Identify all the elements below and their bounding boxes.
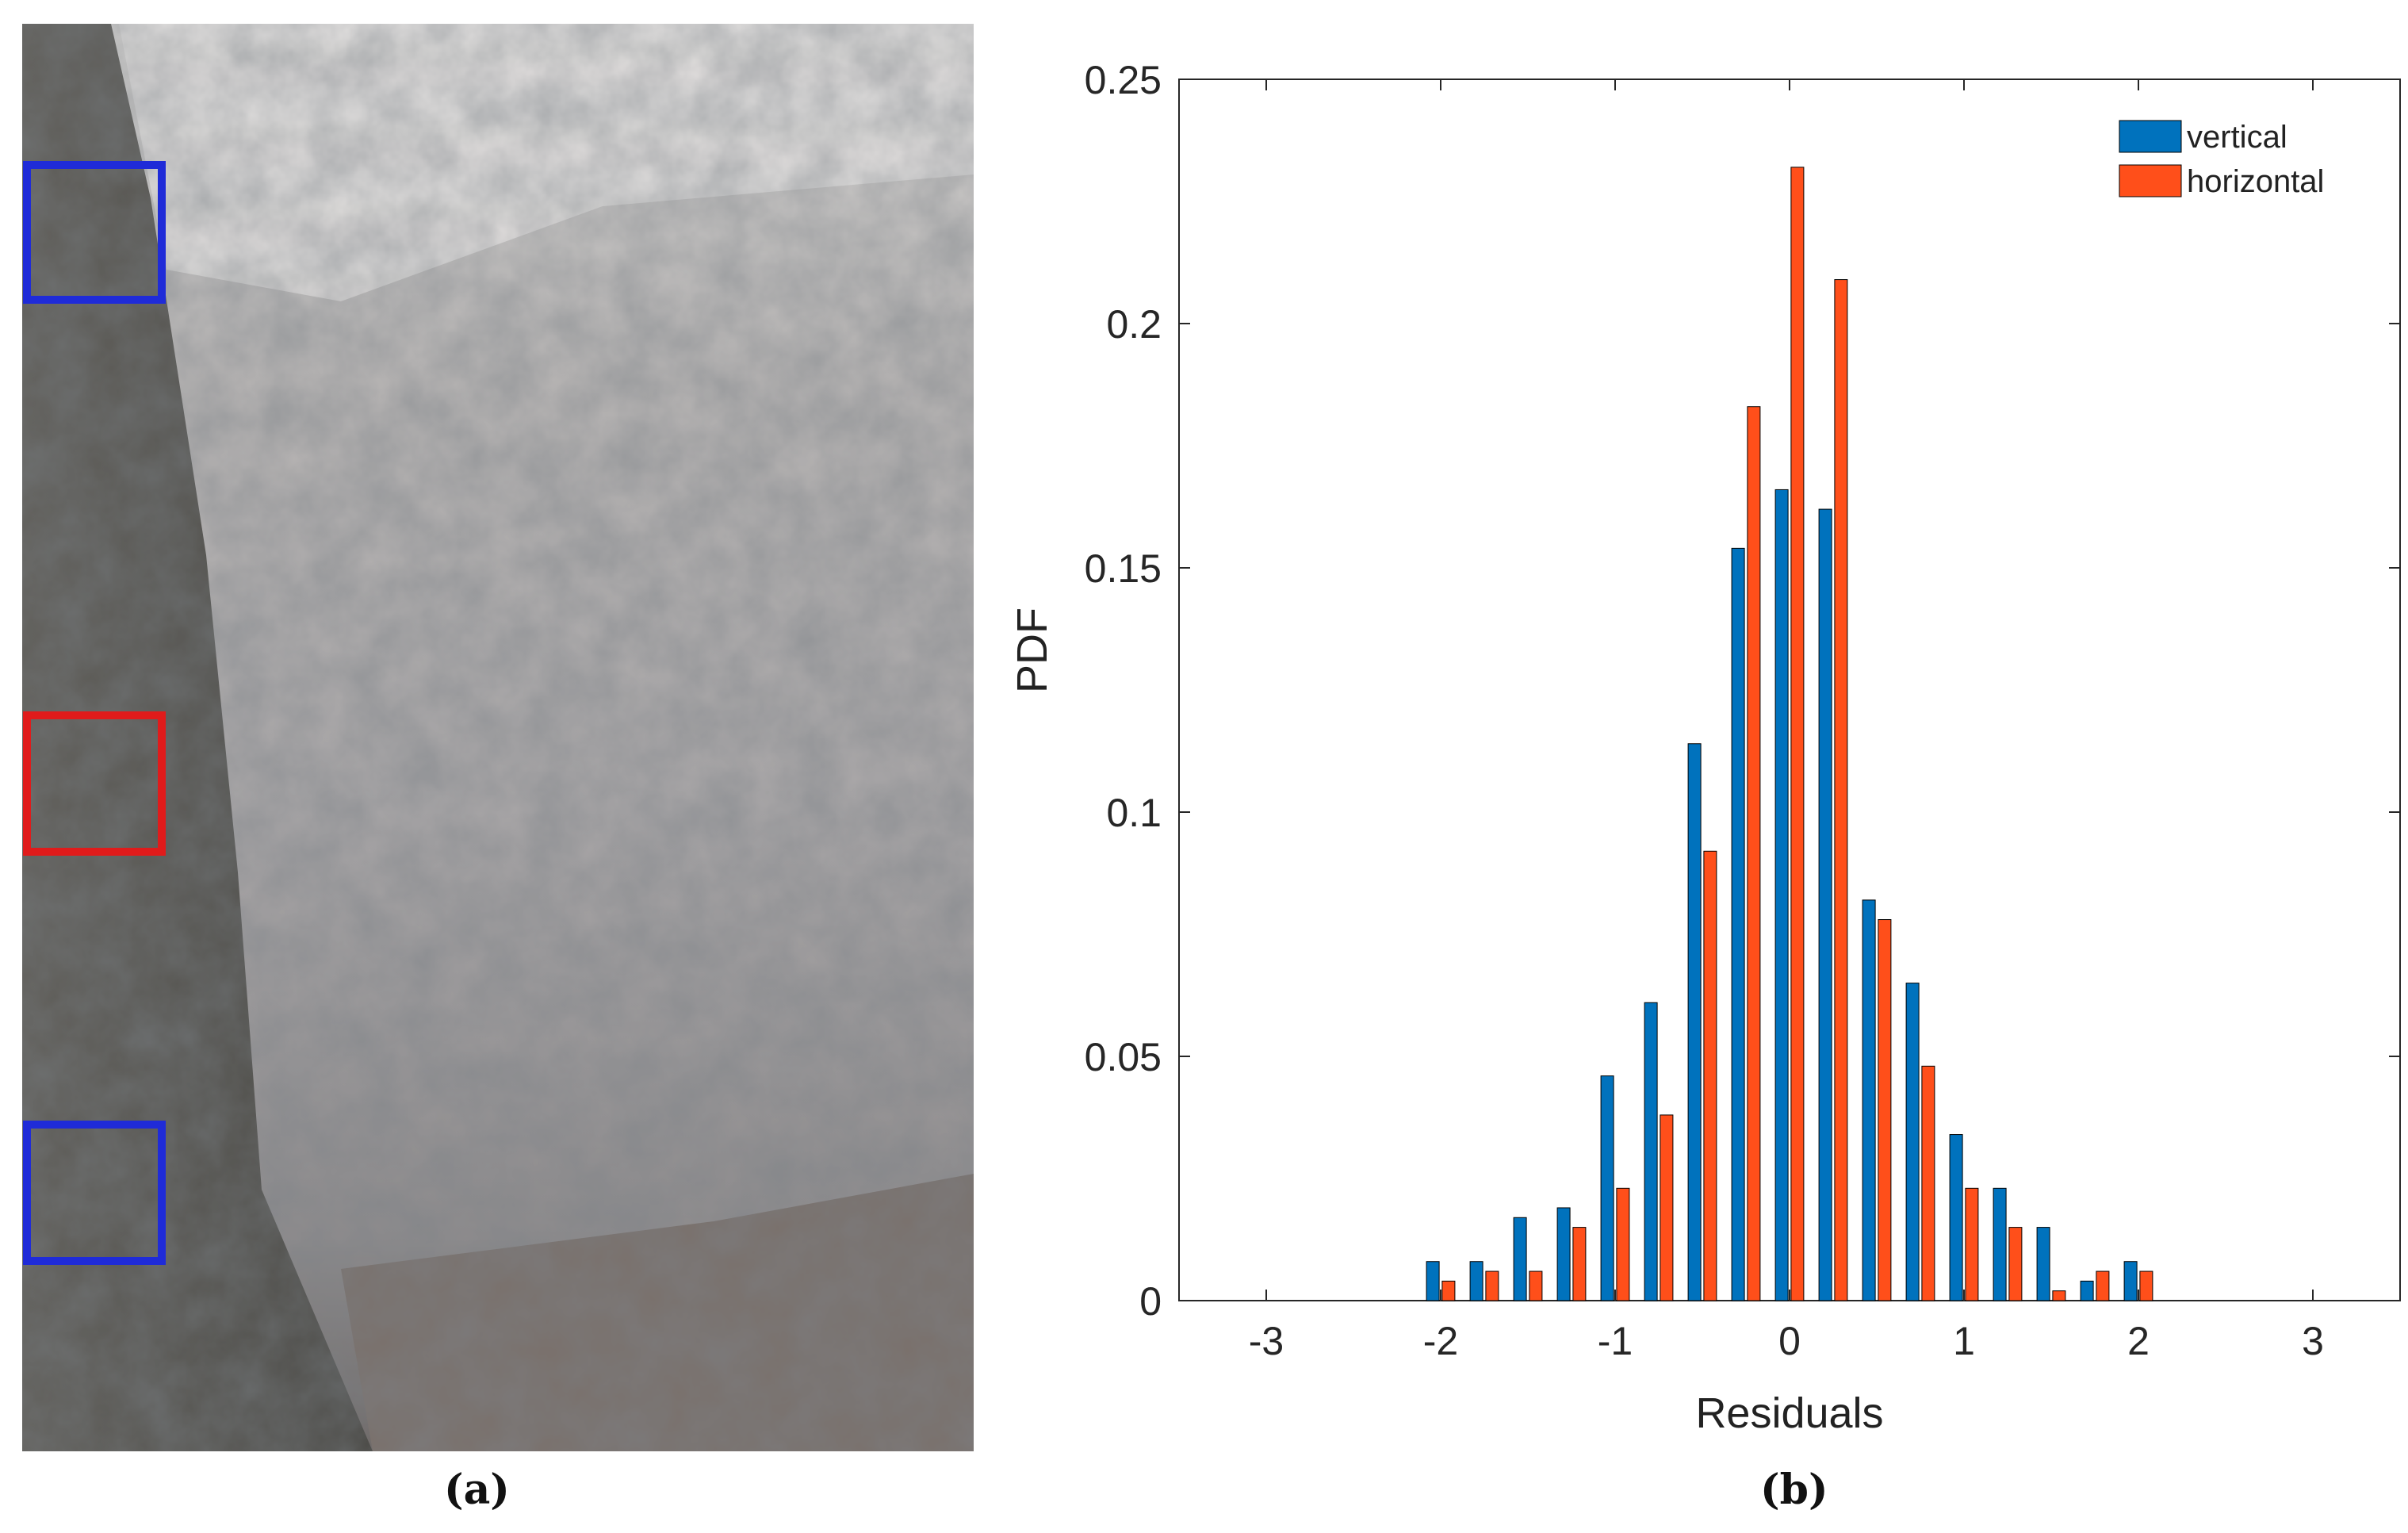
plot-area <box>1178 79 2401 1301</box>
bar-horizontal-9 <box>1834 279 1848 1301</box>
histogram-chart: 0 0.05 0.1 0.15 0.2 0.25 -3 -2 -1 0 1 2 3 PDF Resid… <box>1009 58 2401 1437</box>
bar-horizontal-4 <box>1616 1187 1630 1301</box>
bar-horizontal-11 <box>1921 1065 1935 1301</box>
bar-horizontal-15 <box>2096 1270 2110 1301</box>
y-tick-label: 0.05 <box>1085 1035 1162 1079</box>
y-tick-label: 0 <box>1139 1279 1162 1324</box>
bar-vertical-10 <box>1862 899 1876 1301</box>
photo-texture <box>22 24 974 1451</box>
y-tick-label: 0.2 <box>1106 302 1162 347</box>
x-tick-label: 2 <box>2127 1319 2150 1363</box>
photo-panel <box>0 0 983 1529</box>
bars <box>1426 167 2153 1301</box>
bar-horizontal-1 <box>1485 1270 1499 1301</box>
photo-box-2 <box>23 711 166 856</box>
y-tick-label: 0.15 <box>1085 546 1162 591</box>
bar-horizontal-3 <box>1572 1227 1587 1301</box>
bar-vertical-12 <box>1949 1134 1963 1301</box>
bar-vertical-13 <box>1993 1187 2007 1301</box>
x-tick-label: -1 <box>1598 1319 1633 1363</box>
bar-vertical-7 <box>1731 547 1745 1301</box>
legend-label-horizontal: horizontal <box>2187 164 2324 199</box>
y-axis-label: PDF <box>1009 607 1056 693</box>
bar-horizontal-10 <box>1878 919 1892 1301</box>
bar-horizontal-16 <box>2139 1270 2153 1301</box>
y-ticks: 0 0.05 0.1 0.15 0.2 0.25 <box>1085 58 2400 1324</box>
x-axis-label: Residuals <box>1695 1389 1883 1437</box>
bar-horizontal-2 <box>1529 1270 1543 1301</box>
legend-label-vertical: vertical <box>2187 120 2287 155</box>
x-tick-label: 0 <box>1778 1319 1801 1363</box>
caption-b: (b) <box>1760 1466 1828 1514</box>
x-ticks: -3 -2 -1 0 1 2 3 <box>1249 79 2324 1363</box>
bar-horizontal-14 <box>2052 1290 2066 1301</box>
bar-horizontal-5 <box>1660 1114 1674 1301</box>
bar-vertical-2 <box>1513 1217 1527 1301</box>
bar-vertical-14 <box>2036 1227 2050 1301</box>
bar-vertical-6 <box>1687 743 1702 1301</box>
legend: vertical horizontal <box>2119 120 2324 199</box>
bar-vertical-4 <box>1600 1075 1614 1301</box>
glacier-photo <box>22 24 974 1451</box>
x-tick-label: -2 <box>1423 1319 1458 1363</box>
bar-vertical-8 <box>1774 489 1789 1301</box>
bar-vertical-3 <box>1556 1207 1571 1301</box>
bar-horizontal-12 <box>1965 1187 1979 1301</box>
bar-vertical-11 <box>1905 983 1920 1301</box>
y-tick-label: 0.1 <box>1106 791 1162 835</box>
legend-swatch-horizontal <box>2119 164 2182 197</box>
bar-horizontal-13 <box>2008 1227 2023 1301</box>
photo-box-3 <box>23 1121 166 1265</box>
x-tick-label: -3 <box>1249 1319 1284 1363</box>
x-tick-label: 3 <box>2302 1319 2324 1363</box>
bar-horizontal-7 <box>1747 406 1761 1301</box>
y-tick-label: 0.25 <box>1085 58 1162 102</box>
bar-vertical-15 <box>2080 1280 2094 1301</box>
caption-a: (a) <box>444 1466 510 1514</box>
bar-vertical-0 <box>1426 1261 1440 1301</box>
bar-horizontal-8 <box>1790 167 1805 1301</box>
axes-frame <box>1178 79 2401 1301</box>
legend-swatch-vertical <box>2119 120 2182 153</box>
bar-vertical-16 <box>2123 1261 2138 1301</box>
bar-horizontal-0 <box>1441 1280 1456 1301</box>
x-tick-label: 1 <box>1953 1319 1975 1363</box>
bar-vertical-1 <box>1469 1261 1483 1301</box>
bar-vertical-9 <box>1818 508 1832 1301</box>
bar-vertical-5 <box>1644 1002 1658 1301</box>
chart-panel: 0 0.05 0.1 0.15 0.2 0.25 -3 -2 -1 0 1 2 3 PDF Resid… <box>983 0 2408 1529</box>
photo-box-1 <box>23 161 166 304</box>
bar-horizontal-6 <box>1703 850 1717 1301</box>
